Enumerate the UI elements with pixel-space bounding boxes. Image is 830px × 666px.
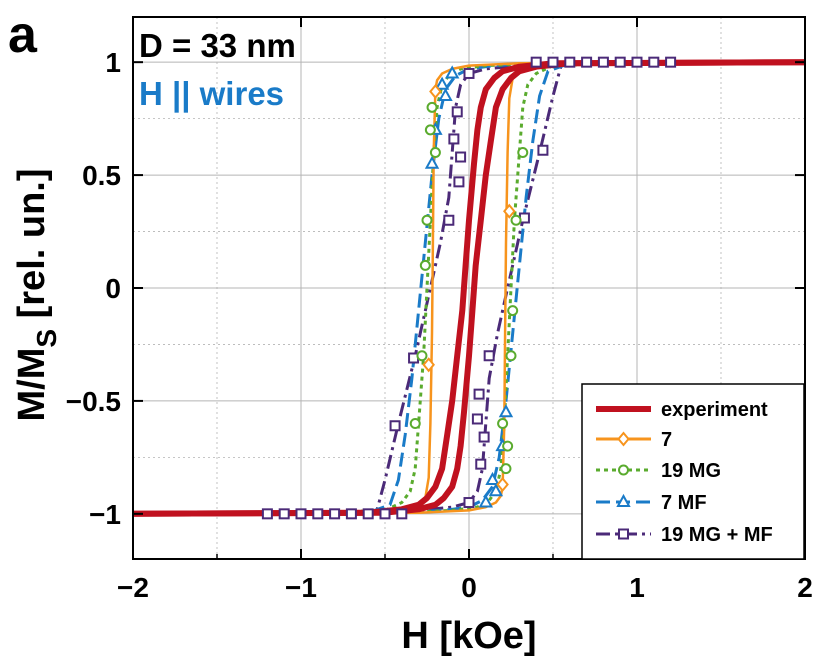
data-marker	[451, 106, 463, 118]
saturation-marker	[614, 56, 626, 68]
series-line-7-mf	[267, 60, 671, 516]
saturation-marker	[345, 508, 357, 520]
data-marker	[448, 133, 460, 145]
saturation-marker	[547, 56, 559, 68]
legend-label: experiment	[661, 399, 768, 421]
data-marker	[483, 350, 495, 362]
legend-marker	[617, 431, 630, 447]
saturation-marker	[564, 56, 576, 68]
data-marker	[455, 151, 467, 163]
data-marker	[488, 483, 504, 497]
data-marker	[507, 305, 519, 317]
saturation-marker	[530, 56, 542, 68]
series-line-19-mg-mf	[267, 60, 671, 516]
y-axis-label-subscript: S	[31, 329, 62, 348]
y-axis-label: M/MS [rel. un.]	[11, 168, 62, 421]
data-marker	[416, 350, 428, 362]
saturation-marker	[295, 508, 307, 520]
data-marker	[510, 214, 522, 226]
data-marker	[517, 147, 529, 158]
panel-label: a	[8, 6, 38, 64]
saturation-marker	[379, 508, 391, 520]
saturation-marker	[581, 56, 593, 68]
saturation-marker	[648, 56, 660, 68]
data-marker	[498, 404, 514, 418]
legend-marker	[618, 528, 629, 540]
data-marker	[500, 463, 512, 475]
data-marker	[419, 259, 431, 271]
data-marker	[502, 440, 514, 452]
data-marker	[422, 357, 435, 373]
y-tick-label: −0.5	[66, 386, 121, 417]
x-tick-label: 0	[461, 572, 477, 603]
data-marker	[445, 65, 460, 79]
saturation-marker	[261, 508, 273, 520]
data-marker	[485, 471, 500, 485]
legend-label: 19 MG	[661, 460, 721, 482]
saturation-marker	[597, 56, 609, 68]
y-tick-label: 0	[105, 273, 121, 304]
data-marker	[429, 147, 441, 158]
legend: experiment 7 19 MG 7 MF 19 MG + MF	[581, 383, 805, 560]
y-tick-label: −1	[89, 499, 121, 530]
data-marker	[473, 388, 485, 400]
diameter-annotation: D = 33 nm	[139, 27, 296, 64]
data-marker	[429, 83, 442, 100]
data-marker	[426, 101, 438, 113]
data-marker	[478, 494, 493, 508]
x-axis-label: H [kOe]	[401, 615, 536, 657]
data-marker	[463, 67, 475, 79]
series-line-7-mf	[267, 60, 671, 516]
legend-marker	[618, 464, 629, 476]
data-markers	[261, 56, 677, 520]
data-marker	[424, 155, 440, 169]
data-marker	[463, 497, 475, 509]
x-tick-label: 1	[629, 572, 645, 603]
data-marker	[443, 214, 455, 226]
x-tick-label: −2	[117, 572, 149, 603]
data-marker	[503, 203, 516, 219]
data-marker	[434, 76, 450, 90]
saturation-marker	[631, 56, 643, 68]
data-marker	[424, 124, 436, 136]
saturation-marker	[665, 56, 677, 68]
field-direction-annotation: H || wires	[139, 75, 284, 112]
saturation-marker	[396, 508, 408, 520]
series-line-experiment	[132, 59, 806, 517]
data-marker	[497, 418, 509, 429]
data-marker	[409, 418, 421, 429]
data-marker	[537, 144, 549, 156]
data-marker	[496, 476, 509, 493]
saturation-marker	[278, 508, 290, 520]
legend-label: 19 MG + MF	[661, 524, 773, 546]
x-tick-label: −1	[285, 572, 317, 603]
data-marker	[453, 176, 465, 188]
y-tick-label: 1	[105, 47, 121, 78]
legend-marker	[616, 493, 631, 507]
series-line-experiment	[132, 59, 806, 517]
y-axis-label-unit: [rel. un.]	[11, 168, 53, 328]
data-marker	[478, 431, 490, 443]
data-marker	[475, 458, 487, 470]
data-marker	[438, 87, 453, 102]
saturation-marker	[329, 508, 341, 520]
saturation-marker	[312, 508, 324, 520]
data-marker	[421, 214, 433, 226]
y-tick-label: 0.5	[82, 160, 121, 191]
axis-ticks: −2 −1 0 1 2 −1 −0.5 0 0.5 1	[66, 17, 813, 603]
y-axis-label-main: M/M	[11, 348, 53, 422]
data-marker	[389, 420, 401, 432]
data-marker	[505, 350, 517, 362]
saturation-marker	[362, 508, 374, 520]
legend-label: 7	[661, 429, 672, 451]
legend-label: 7 MF	[661, 492, 707, 514]
data-marker	[471, 413, 483, 425]
x-tick-label: 2	[797, 572, 813, 603]
series-line-19-mg-mf	[267, 60, 671, 516]
